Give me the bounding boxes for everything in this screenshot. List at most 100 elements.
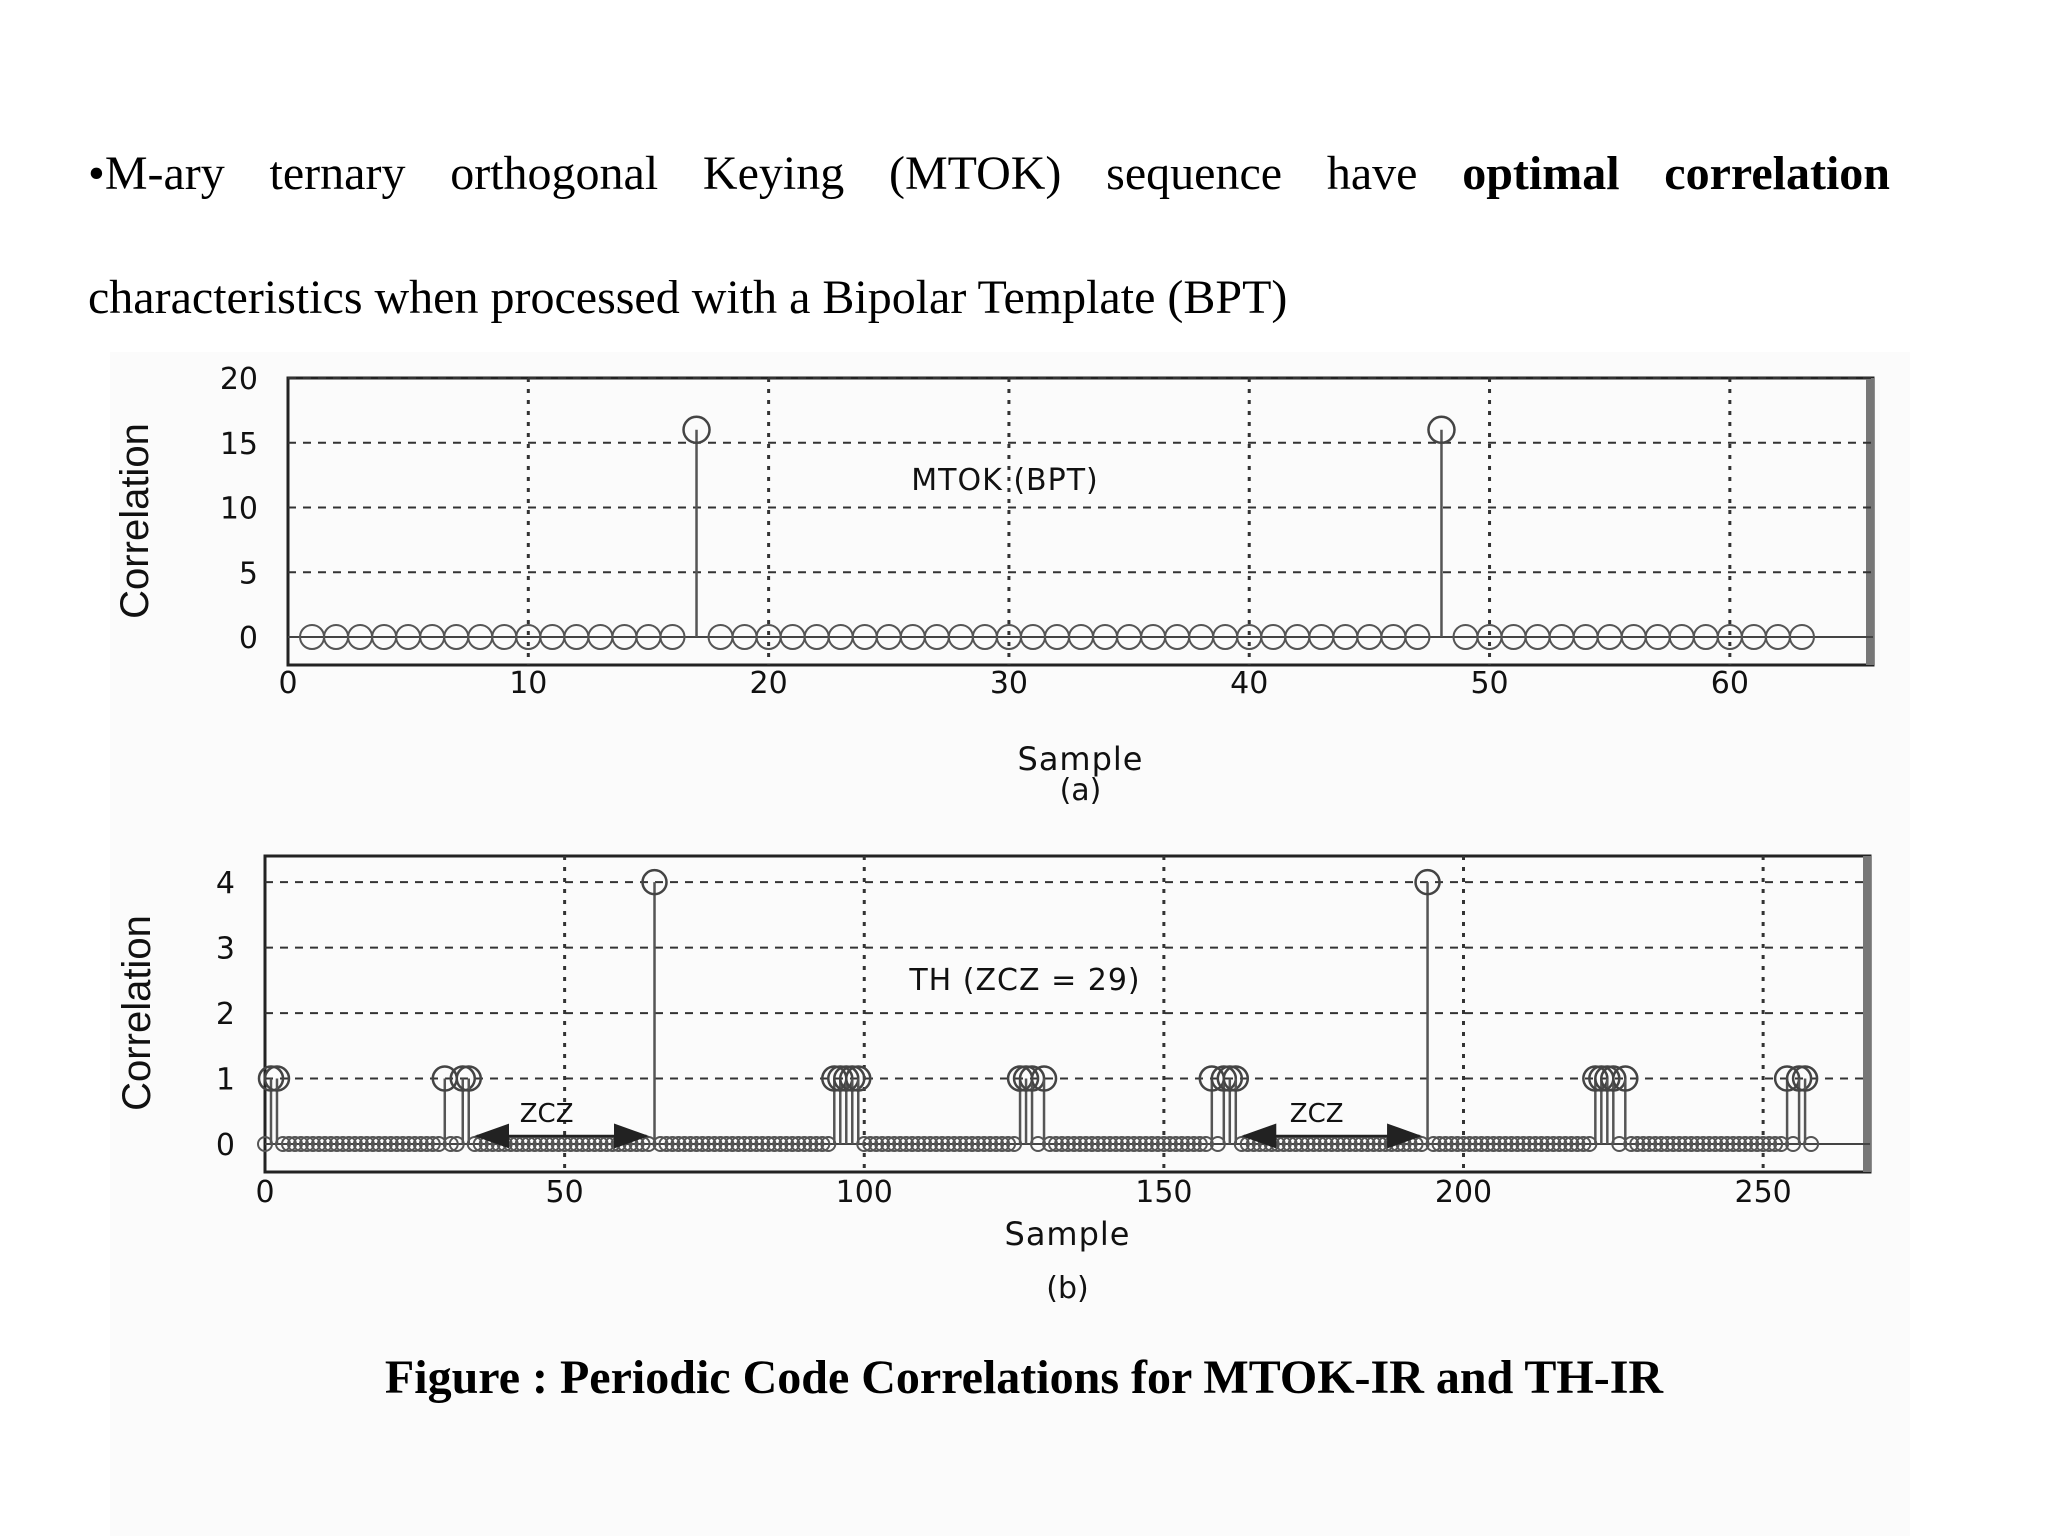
zero-point [1683, 1136, 1700, 1152]
y-tick-label: 4 [216, 866, 235, 901]
zero-point [1449, 1136, 1466, 1152]
zero-point [340, 1136, 357, 1152]
zero-point [1095, 1136, 1112, 1152]
zero-point [904, 1136, 921, 1152]
zero-point [1000, 1136, 1017, 1152]
zero-point [412, 1136, 429, 1152]
zero-point [1191, 1136, 1208, 1152]
zero-point [892, 1136, 909, 1152]
zero-point [286, 1136, 303, 1152]
zero-point [1503, 1136, 1520, 1152]
zero-point [418, 1136, 435, 1152]
zero-point [658, 1136, 675, 1152]
y-axis-label: Correlation [113, 423, 157, 619]
zero-point [1695, 1136, 1712, 1152]
zero-point [1713, 1136, 1730, 1152]
bullet-dot: • [88, 147, 105, 200]
zero-point [424, 1136, 441, 1152]
figure-background [110, 352, 1910, 1536]
zero-point [1701, 1136, 1718, 1152]
bullet-line-2: characteristics when processed with a Bi… [88, 271, 1288, 324]
x-tick-label: 30 [990, 666, 1028, 701]
zero-point [1665, 1136, 1682, 1152]
zero-point [688, 1136, 705, 1152]
zero-point [742, 1136, 759, 1152]
zero-point [682, 1136, 699, 1152]
zero-point [1671, 1136, 1688, 1152]
zero-point [784, 1136, 801, 1152]
x-tick-label: 40 [1230, 666, 1268, 701]
zero-point [1149, 1136, 1166, 1152]
stem-marker [263, 1065, 291, 1092]
zero-point [862, 1136, 879, 1152]
zero-point [1491, 1136, 1508, 1152]
zero-point [970, 1136, 987, 1152]
x-tick-label: 60 [1711, 666, 1749, 701]
zero-point [1461, 1136, 1478, 1152]
stem-marker [1030, 1065, 1058, 1092]
x-tick-label: 100 [836, 1175, 893, 1210]
zero-point [1761, 1136, 1778, 1152]
zero-point [802, 1136, 819, 1152]
zero-point [748, 1136, 765, 1152]
zero-point [1048, 1136, 1065, 1152]
zero-point [910, 1136, 927, 1152]
stem-marker [1594, 1065, 1621, 1092]
stem-marker [449, 1065, 477, 1092]
zero-point [1083, 1136, 1100, 1152]
zero-point [1137, 1136, 1154, 1152]
zero-point [1719, 1136, 1736, 1152]
zero-point [718, 1136, 735, 1152]
y-axis-label: Correlation [115, 915, 159, 1111]
zero-point [1431, 1136, 1448, 1152]
zero-point [1539, 1136, 1556, 1152]
zcz-label: ZCZ [1290, 1099, 1344, 1129]
zero-point [1437, 1136, 1454, 1152]
zero-point [724, 1136, 741, 1152]
zero-point [1743, 1136, 1760, 1152]
chart-annotation: MTOK (BPT) [911, 463, 1098, 498]
zero-point [790, 1136, 807, 1152]
zero-point [400, 1136, 417, 1152]
zero-point [994, 1136, 1011, 1152]
zero-point [1167, 1136, 1184, 1152]
zero-point [1119, 1136, 1136, 1152]
zero-point [1107, 1136, 1124, 1152]
zero-point [1635, 1136, 1652, 1152]
zero-point [1173, 1136, 1190, 1152]
stem-marker [1427, 415, 1456, 445]
zero-point [964, 1136, 981, 1152]
zero-point [1533, 1136, 1550, 1152]
zero-point [1059, 1136, 1076, 1152]
stem-marker [455, 1065, 482, 1092]
zero-point [1497, 1136, 1514, 1152]
zero-point [1731, 1136, 1748, 1152]
figure-caption: Figure : Periodic Code Correlations for … [384, 1351, 1664, 1404]
stem-marker [839, 1065, 866, 1092]
x-tick-label: 0 [255, 1175, 274, 1210]
zero-point [670, 1136, 687, 1152]
zero-point [706, 1136, 723, 1152]
zero-point [1161, 1136, 1178, 1152]
stem-marker [1414, 868, 1441, 896]
zero-point [1089, 1136, 1106, 1152]
zero-point [1725, 1136, 1742, 1152]
zero-point [1071, 1136, 1088, 1152]
zero-point [946, 1136, 963, 1152]
zero-point [346, 1136, 363, 1152]
zero-point [1767, 1136, 1784, 1152]
zero-point [886, 1136, 903, 1152]
zero-point [1404, 624, 1431, 650]
zero-point [796, 1136, 813, 1152]
x-tick-label: 50 [546, 1175, 584, 1210]
line1-bold-text: optimal correlation [1462, 147, 1890, 200]
bullet-line-1: •M-ary ternary orthogonal Keying (MTOK) … [88, 150, 1890, 198]
stem-marker [682, 415, 711, 445]
zero-point [1551, 1136, 1568, 1152]
stem-marker [1222, 1065, 1250, 1092]
zero-point [1569, 1136, 1586, 1152]
zero-point [1677, 1136, 1694, 1152]
stem-marker [1216, 1065, 1244, 1092]
zero-point [334, 1136, 351, 1152]
